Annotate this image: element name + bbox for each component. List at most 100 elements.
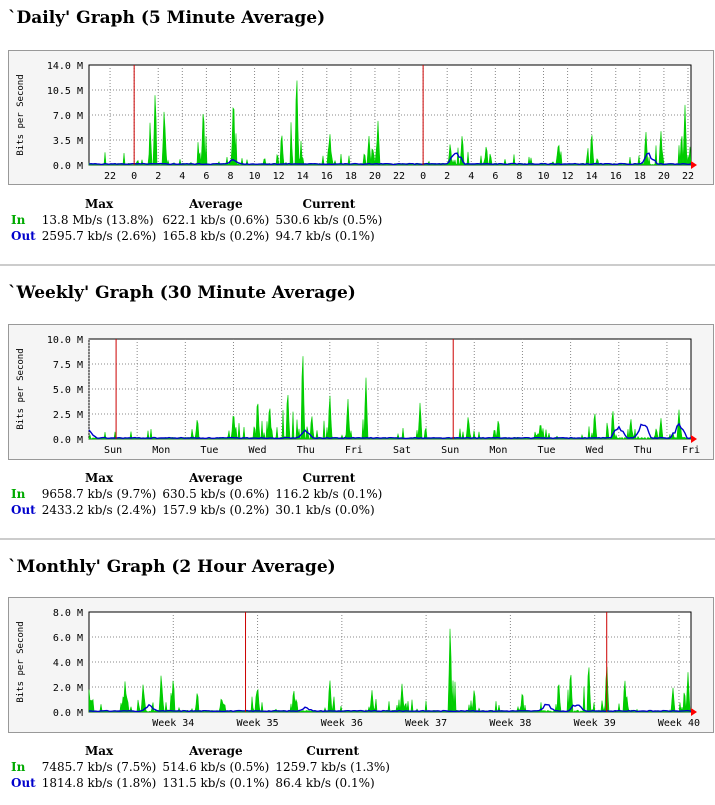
- y-tick-label: 14.0 M: [47, 61, 83, 72]
- x-tick-label: 14: [586, 171, 598, 182]
- in-current: 116.2 kb/s (0.1%): [275, 487, 383, 501]
- in-average: 630.5 kb/s (0.6%): [162, 487, 270, 501]
- out-label: Out: [11, 229, 36, 243]
- in-max: 9658.7 kb/s (9.7%): [41, 487, 157, 501]
- weekly-chart-svg: 0.0 M 2.5 M 5.0 M 7.5 M 10.0 M Sun Mon Tue Wed Th…: [16, 335, 700, 456]
- daily-graph-title: `Daily' Graph (5 Minute Average): [8, 8, 326, 28]
- weekly-graph-title: `Weekly' Graph (30 Minute Average): [8, 283, 356, 303]
- daily-stats-table: Max Average Current In 13.8 Mb/s (13.8%)…: [8, 196, 385, 244]
- y-tick-label: 8.0 M: [53, 608, 83, 619]
- out-average: 157.9 kb/s (0.2%): [162, 503, 270, 517]
- x-tick-label: 6: [492, 171, 498, 182]
- max-header: Max: [84, 744, 114, 758]
- out-series-line: [88, 703, 692, 713]
- current-header: Current: [306, 744, 360, 758]
- out-current: 86.4 kb/s (0.1%): [275, 776, 375, 790]
- axis-arrow-icon: [691, 708, 697, 716]
- y-axis-label: Bits per Second: [16, 74, 26, 155]
- y-tick-label: 7.5 M: [53, 360, 83, 371]
- x-tick-label: 8: [227, 171, 233, 182]
- x-tick-label: Week 34: [152, 718, 194, 729]
- out-current: 30.1 kb/s (0.0%): [275, 503, 375, 517]
- x-tick-label: 4: [468, 171, 474, 182]
- y-tick-label: 4.0 M: [53, 658, 83, 669]
- x-tick-label: Fri: [345, 445, 363, 456]
- x-tick-label: 10: [537, 171, 549, 182]
- in-average: 514.6 kb/s (0.5%): [162, 760, 270, 774]
- monthly-chart-svg: 0.0 M 2.0 M 4.0 M 6.0 M 8.0 M Week 34 Week 35 W…: [16, 608, 700, 729]
- x-tick-label: 10: [249, 171, 261, 182]
- y-tick-label: 7.0 M: [53, 111, 83, 122]
- x-tick-label: Mon: [152, 445, 170, 456]
- x-tick-label: 22: [682, 171, 694, 182]
- x-tick-label: Tue: [537, 445, 555, 456]
- y-tick-label: 3.5 M: [53, 136, 83, 147]
- x-tick-label: Sat: [393, 445, 411, 456]
- x-tick-label: Week 40: [658, 718, 700, 729]
- x-tick-label: Wed: [249, 445, 267, 456]
- daily-chart-svg: 0.0 M3.5 M7.0 M10.5 M14.0 M22 0 2 4 6 8 10 12 14…: [16, 61, 697, 182]
- x-tick-label: Week 37: [405, 718, 447, 729]
- x-tick-label: 4: [179, 171, 185, 182]
- out-max: 2433.2 kb/s (2.4%): [41, 503, 157, 517]
- x-tick-label: 16: [321, 171, 333, 182]
- x-tick-label: 0: [131, 171, 137, 182]
- weekly-graph: 0.0 M 2.5 M 5.0 M 7.5 M 10.0 M Sun Mon Tue Wed Th…: [8, 324, 714, 460]
- x-tick-label: 18: [345, 171, 357, 182]
- in-average: 622.1 kb/s (0.6%): [162, 213, 270, 227]
- x-tick-label: 0: [420, 171, 426, 182]
- y-tick-label: 10.5 M: [47, 86, 83, 97]
- x-tick-label: 2: [444, 171, 450, 182]
- x-tick-label: 8: [516, 171, 522, 182]
- in-label: In: [11, 487, 26, 501]
- out-series-line: [88, 152, 692, 166]
- out-average: 131.5 kb/s (0.1%): [162, 776, 270, 790]
- y-axis-label: Bits per Second: [16, 621, 26, 702]
- average-header: Average: [189, 197, 243, 211]
- y-tick-label: 0.0 M: [53, 708, 83, 719]
- x-tick-label: Week 39: [574, 718, 616, 729]
- max-header: Max: [84, 471, 114, 485]
- daily-graph: 0.0 M 3.5 M 7.0 M 10.5 M 14.0 M 22 0 2 4 6 8 10 12 14…: [8, 50, 714, 185]
- x-tick-label: Wed: [586, 445, 604, 456]
- x-tick-label: 20: [658, 171, 670, 182]
- x-tick-label: 14: [297, 171, 309, 182]
- axis-arrow-icon: [691, 435, 697, 443]
- x-tick-label: 12: [273, 171, 285, 182]
- out-max: 2595.7 kb/s (2.6%): [41, 229, 157, 243]
- x-tick-label: Mon: [489, 445, 507, 456]
- section-divider: [0, 538, 715, 540]
- average-header: Average: [189, 744, 243, 758]
- x-tick-label: 2: [155, 171, 161, 182]
- out-current: 94.7 kb/s (0.1%): [275, 229, 375, 243]
- monthly-graph: 0.0 M 2.0 M 4.0 M 6.0 M 8.0 M Week 34 Week 35 W…: [8, 597, 714, 733]
- in-current: 1259.7 kb/s (1.3%): [275, 760, 390, 774]
- out-series-line: [88, 422, 692, 440]
- y-tick-label: 0.0 M: [53, 161, 83, 172]
- x-tick-label: Fri: [682, 445, 700, 456]
- y-tick-label: 2.0 M: [53, 683, 83, 694]
- x-tick-label: Sun: [104, 445, 122, 456]
- in-max: 7485.7 kb/s (7.5%): [41, 760, 157, 774]
- y-tick-label: 10.0 M: [47, 335, 83, 346]
- y-tick-label: 0.0 M: [53, 435, 83, 446]
- current-header: Current: [302, 197, 356, 211]
- x-tick-label: 22: [104, 171, 116, 182]
- x-tick-label: 22: [393, 171, 405, 182]
- in-label: In: [11, 213, 26, 227]
- x-tick-label: Tue: [200, 445, 218, 456]
- y-tick-label: 5.0 M: [53, 385, 83, 396]
- x-tick-label: Sun: [441, 445, 459, 456]
- x-tick-label: 16: [610, 171, 622, 182]
- average-header: Average: [189, 471, 243, 485]
- in-label: In: [11, 760, 26, 774]
- x-tick-label: Week 35: [236, 718, 278, 729]
- out-average: 165.8 kb/s (0.2%): [162, 229, 270, 243]
- max-header: Max: [84, 197, 114, 211]
- x-tick-label: Thu: [634, 445, 652, 456]
- x-tick-label: 12: [562, 171, 574, 182]
- out-max: 1814.8 kb/s (1.8%): [41, 776, 157, 790]
- x-tick-label: 20: [369, 171, 381, 182]
- x-tick-label: Week 36: [321, 718, 363, 729]
- out-label: Out: [11, 503, 36, 517]
